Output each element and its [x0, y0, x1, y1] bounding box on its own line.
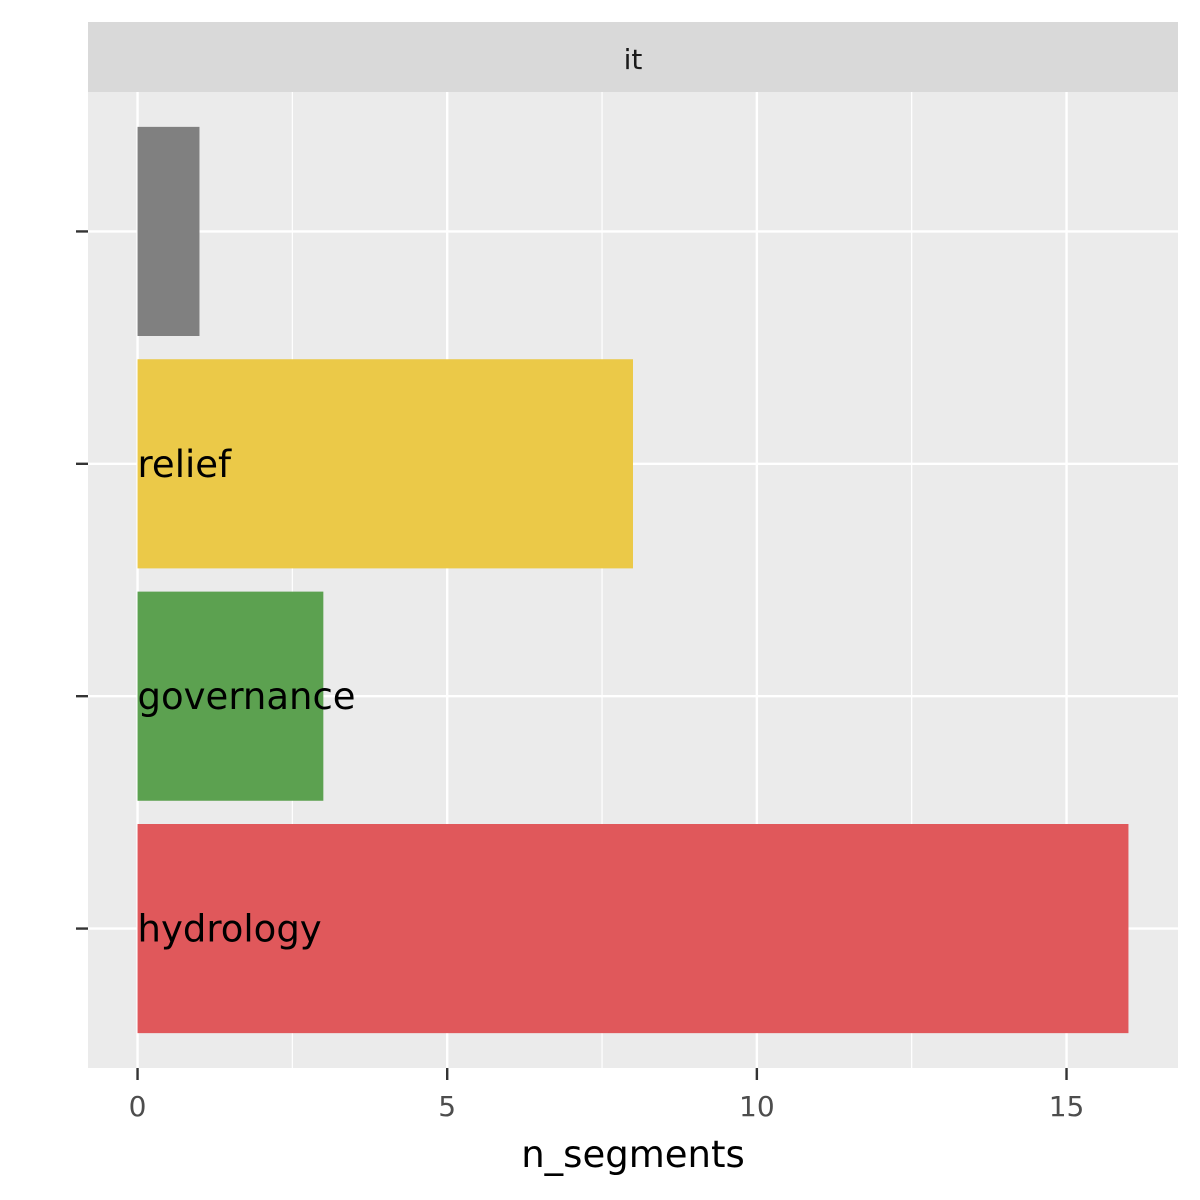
bar-label: hydrology	[138, 908, 322, 951]
y-axis-ticks	[76, 230, 88, 930]
facet-strip	[88, 22, 1178, 92]
x-axis-title: n_segments	[521, 1133, 745, 1176]
bars	[137, 126, 1129, 1034]
x-axis-tick-label: 15	[1049, 1090, 1085, 1123]
bar-label: governance	[138, 675, 356, 718]
x-axis-tick-label: 10	[739, 1090, 775, 1123]
bar	[137, 126, 200, 336]
bar	[137, 591, 324, 801]
bar	[137, 824, 1129, 1034]
facet-strip-label: it	[624, 43, 643, 76]
x-axis-tick-label: 5	[438, 1090, 456, 1123]
bar-label: relief	[138, 443, 232, 486]
x-axis-tick-label: 0	[129, 1090, 147, 1123]
bar-labels: relief governance hydrology	[138, 443, 356, 951]
bar	[137, 359, 633, 569]
x-axis-ticks: 0 5 10 15	[129, 1068, 1085, 1123]
